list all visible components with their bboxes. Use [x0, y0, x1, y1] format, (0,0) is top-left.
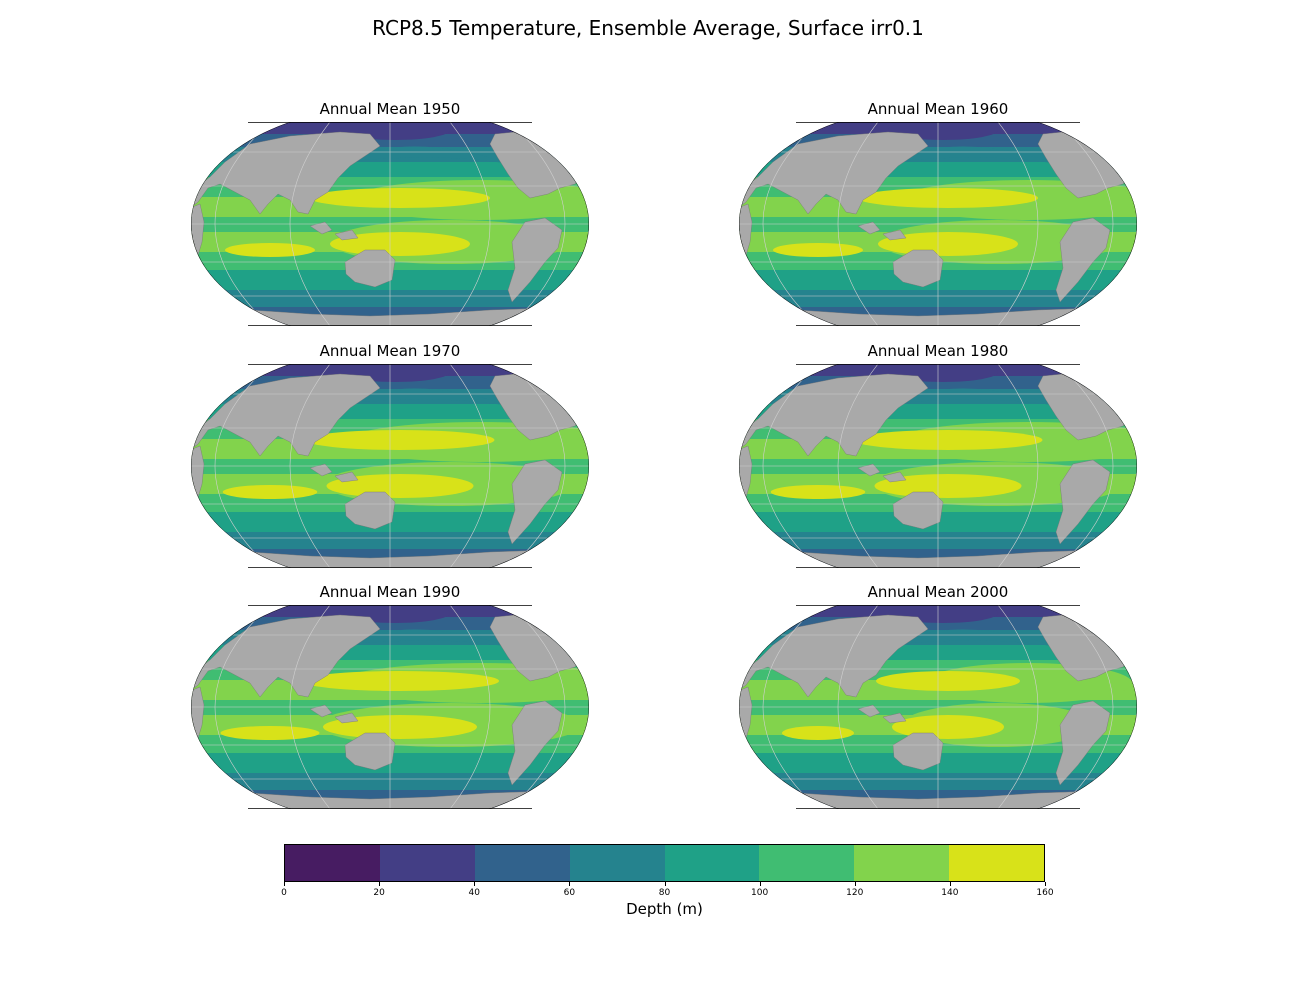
land-mass [309, 704, 333, 718]
panel-title: Annual Mean 2000 [867, 583, 1009, 601]
robinson-map [739, 605, 1137, 809]
land-mass [1055, 700, 1111, 786]
land-mass [507, 217, 563, 303]
land-mass [857, 704, 881, 718]
land-mass [507, 459, 563, 545]
robinson-map [191, 122, 589, 326]
colorbar-segment [664, 845, 760, 881]
colorbar-tick-label: 0 [281, 888, 287, 898]
land-mass [1055, 459, 1111, 545]
land-mass [739, 131, 929, 215]
land-mass [882, 712, 907, 724]
robinson-map [191, 364, 589, 568]
land-mass [334, 229, 359, 241]
colorbar-label: Depth (m) [626, 900, 703, 918]
land-mass [507, 700, 563, 786]
colorbar-segment [854, 845, 950, 881]
colorbar-tick [474, 882, 476, 886]
land-mass [309, 221, 333, 235]
colorbar-segment [379, 845, 475, 881]
colorbar-tick-label: 100 [751, 888, 769, 898]
colorbar-segment [759, 845, 855, 881]
land-mass [1055, 217, 1111, 303]
colorbar-tick [284, 882, 285, 886]
land-mass [344, 491, 396, 530]
colorbar-tick-label: 60 [563, 888, 576, 898]
land-mass [191, 614, 381, 698]
map-panel-2000: Annual Mean 2000 [738, 583, 1138, 815]
panel-title: Annual Mean 1950 [319, 100, 461, 118]
map-panel-1950: Annual Mean 1950 [190, 100, 590, 332]
land-mass [1115, 605, 1137, 628]
land-mass [567, 605, 589, 628]
land-mass [1115, 364, 1137, 387]
land-mass [739, 373, 929, 457]
colorbar-tick [759, 882, 761, 886]
colorbar-tick [664, 882, 666, 886]
colorbar-tick-label: 160 [1036, 888, 1054, 898]
land-mass [344, 732, 396, 771]
panel-title: Annual Mean 1960 [867, 100, 1009, 118]
robinson-map [739, 364, 1137, 568]
figure-title: RCP8.5 Temperature, Ensemble Average, Su… [372, 16, 924, 40]
colorbar-tick [379, 882, 381, 886]
land-mass [344, 249, 396, 288]
colorbar-tick-label: 40 [468, 888, 480, 898]
robinson-map [739, 122, 1137, 326]
land-mass [191, 373, 381, 457]
land-mass [892, 249, 944, 288]
panel-title: Annual Mean 1980 [867, 342, 1009, 360]
land-mass [334, 712, 359, 724]
colorbar-tick [1045, 882, 1046, 886]
land-mass [882, 229, 907, 241]
land-mass [882, 471, 907, 483]
map-panel-1960: Annual Mean 1960 [738, 100, 1138, 332]
land-mass [334, 471, 359, 483]
land-mass [567, 364, 589, 387]
land-mass [857, 221, 881, 235]
colorbar-tick-label: 20 [373, 888, 385, 898]
land-mass [892, 732, 944, 771]
land-mass [739, 614, 929, 698]
colorbar-segment [949, 845, 1044, 881]
colorbar [284, 844, 1045, 882]
panel-title: Annual Mean 1970 [319, 342, 461, 360]
land-mass [892, 491, 944, 530]
land-mass [191, 131, 381, 215]
land-mass [567, 122, 589, 145]
map-panel-1970: Annual Mean 1970 [190, 342, 590, 574]
land-mass [857, 463, 881, 477]
colorbar-tick-label: 120 [846, 888, 864, 898]
panel-title: Annual Mean 1990 [319, 583, 461, 601]
colorbar-tick [569, 882, 571, 886]
colorbar-segment [569, 845, 665, 881]
colorbar-tick-label: 140 [941, 888, 959, 898]
land-mass [309, 463, 333, 477]
colorbar-segment [474, 845, 570, 881]
map-panel-1980: Annual Mean 1980 [738, 342, 1138, 574]
colorbar-tick [854, 882, 856, 886]
map-panel-1990: Annual Mean 1990 [190, 583, 590, 815]
colorbar-tick-label: 80 [658, 888, 671, 898]
colorbar-segment [285, 845, 380, 881]
land-mass [1115, 122, 1137, 145]
colorbar-tick [949, 882, 951, 886]
robinson-map [191, 605, 589, 809]
colorbar-ticks: 0 20 40 60 80 100 120 140 160 [281, 882, 1054, 898]
